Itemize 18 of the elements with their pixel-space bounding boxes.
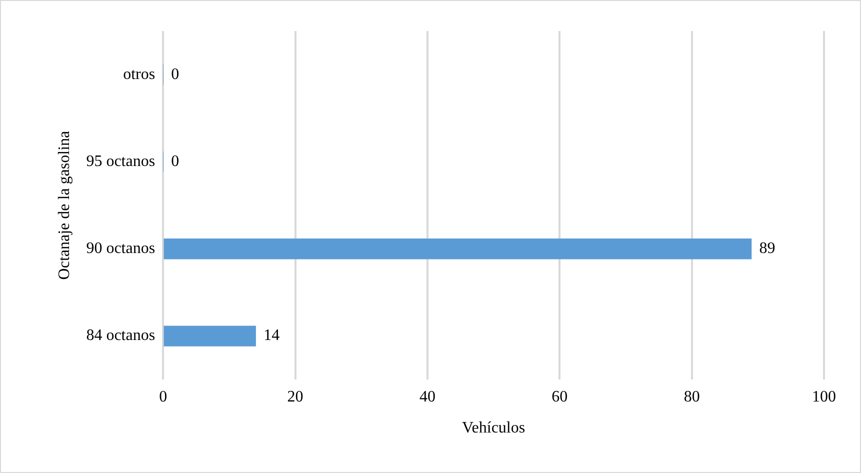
x-tick-label: 80 bbox=[684, 388, 700, 406]
data-label: 0 bbox=[171, 152, 180, 170]
y-tick-label: 95 octanos bbox=[86, 152, 156, 170]
x-axis-title: Vehículos bbox=[462, 420, 526, 437]
bar bbox=[164, 238, 752, 260]
x-tick-label: 40 bbox=[419, 388, 436, 406]
bar bbox=[164, 326, 256, 346]
y-tick-label: otros bbox=[123, 66, 156, 83]
y-tick-label: 90 octanos bbox=[86, 240, 156, 258]
data-label: 0 bbox=[171, 66, 180, 83]
data-label: 14 bbox=[264, 327, 280, 344]
y-tick-label: 84 octanos bbox=[86, 327, 156, 344]
x-tick-label: 100 bbox=[812, 388, 836, 406]
data-label: 89 bbox=[759, 240, 776, 258]
x-tick-label: 60 bbox=[552, 388, 568, 406]
x-tick-label: 20 bbox=[287, 388, 304, 406]
x-tick-label: 0 bbox=[159, 388, 168, 406]
y-axis-title: Octanaje de la gasolina bbox=[56, 130, 73, 280]
